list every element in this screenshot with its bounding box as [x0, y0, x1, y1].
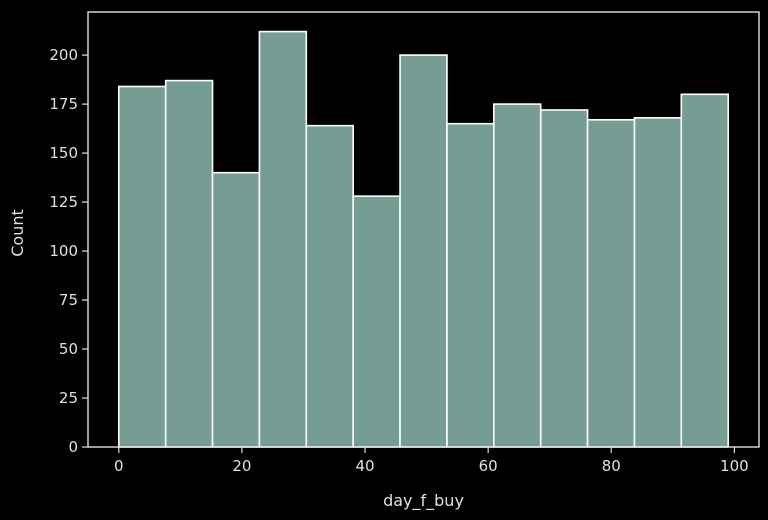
plot-frame: [87, 11, 760, 448]
y-tick-label: 150: [49, 144, 78, 162]
x-tick-label: 40: [355, 457, 374, 475]
histogram-bar: [446, 122, 495, 448]
y-tick-label: 100: [49, 242, 78, 260]
x-axis-label: day_f_buy: [383, 491, 464, 511]
x-tick-label: 100: [720, 457, 749, 475]
y-axis-label: Count: [8, 209, 27, 257]
y-tick-label: 25: [59, 389, 78, 407]
histogram-bar: [399, 54, 448, 448]
x-axis-ticks: 0 20 40 60 80 100: [114, 447, 749, 475]
y-tick-label: 200: [49, 46, 78, 64]
x-tick-label: 20: [232, 457, 251, 475]
y-tick-label: 125: [49, 193, 78, 211]
x-tick-label: 80: [602, 457, 621, 475]
y-axis-ticks: 0 25 50 75 100 125 150 175 200: [49, 46, 88, 456]
histogram-bar: [493, 103, 542, 448]
x-tick-label: 60: [479, 457, 498, 475]
histogram-bar: [352, 195, 401, 448]
histogram-bar: [211, 171, 261, 448]
histogram-bar: [680, 93, 730, 448]
histogram-bar: [305, 124, 354, 448]
histogram-bar: [633, 117, 683, 448]
histogram-bar: [586, 118, 636, 448]
y-tick-label: 175: [49, 95, 78, 113]
x-tick-label: 0: [114, 457, 124, 475]
y-tick-label: 0: [68, 438, 78, 456]
histogram-bar: [164, 79, 214, 448]
histogram-bar: [258, 30, 308, 448]
y-tick-label: 75: [59, 291, 78, 309]
y-tick-label: 50: [59, 340, 78, 358]
histogram-bar: [117, 85, 167, 448]
bars-group: [117, 30, 730, 448]
histogram-bar: [539, 109, 589, 448]
